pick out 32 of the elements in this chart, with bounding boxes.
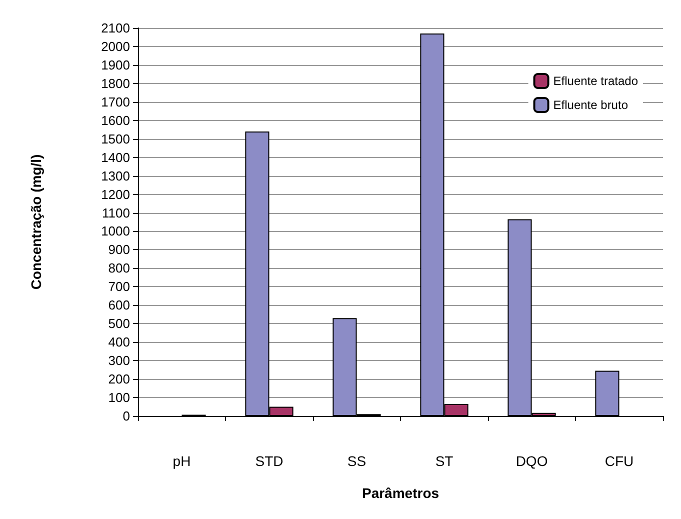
x-tick-label: pH bbox=[172, 453, 191, 469]
legend-label: Efluente bruto bbox=[553, 98, 628, 112]
legend-label: Efluente tratado bbox=[553, 74, 638, 88]
y-tick-label: 1700 bbox=[101, 94, 130, 110]
y-tick-label: 200 bbox=[108, 372, 130, 387]
y-tick-label: 1300 bbox=[101, 168, 130, 184]
y-tick-label: 1500 bbox=[101, 131, 130, 146]
y-tick-label: 800 bbox=[108, 260, 130, 276]
x-tick-label: SS bbox=[347, 453, 366, 469]
y-tick-label: 1800 bbox=[101, 76, 130, 91]
x-axis-title: Parâmetros bbox=[362, 485, 440, 501]
y-tick-label: 2100 bbox=[101, 20, 130, 36]
y-tick-label: 0 bbox=[122, 408, 130, 424]
x-tick-label: CFU bbox=[604, 453, 634, 469]
y-tick-label: 500 bbox=[108, 316, 130, 332]
y-tick-label: 400 bbox=[108, 334, 130, 350]
y-axis-title: Concentração (mg/l) bbox=[28, 154, 44, 290]
y-tick-label: 1400 bbox=[101, 150, 130, 165]
x-tick-label: STD bbox=[255, 453, 284, 469]
y-tick-label: 1100 bbox=[102, 205, 130, 220]
y-tick-label: 300 bbox=[108, 353, 130, 368]
y-tick-label: 700 bbox=[108, 279, 130, 294]
y-tick-label: 900 bbox=[108, 242, 130, 258]
y-tick-label: 100 bbox=[108, 390, 130, 406]
y-tick-label: 2000 bbox=[101, 38, 130, 54]
x-tick-label: ST bbox=[435, 453, 454, 469]
y-tick-label: 600 bbox=[108, 298, 130, 313]
y-tick-label: 1900 bbox=[101, 57, 130, 72]
y-tick-label: 1200 bbox=[101, 186, 130, 202]
x-tick-label: DQO bbox=[516, 453, 548, 469]
y-tick-label: 1000 bbox=[101, 224, 130, 239]
y-tick-label: 1600 bbox=[101, 112, 130, 128]
